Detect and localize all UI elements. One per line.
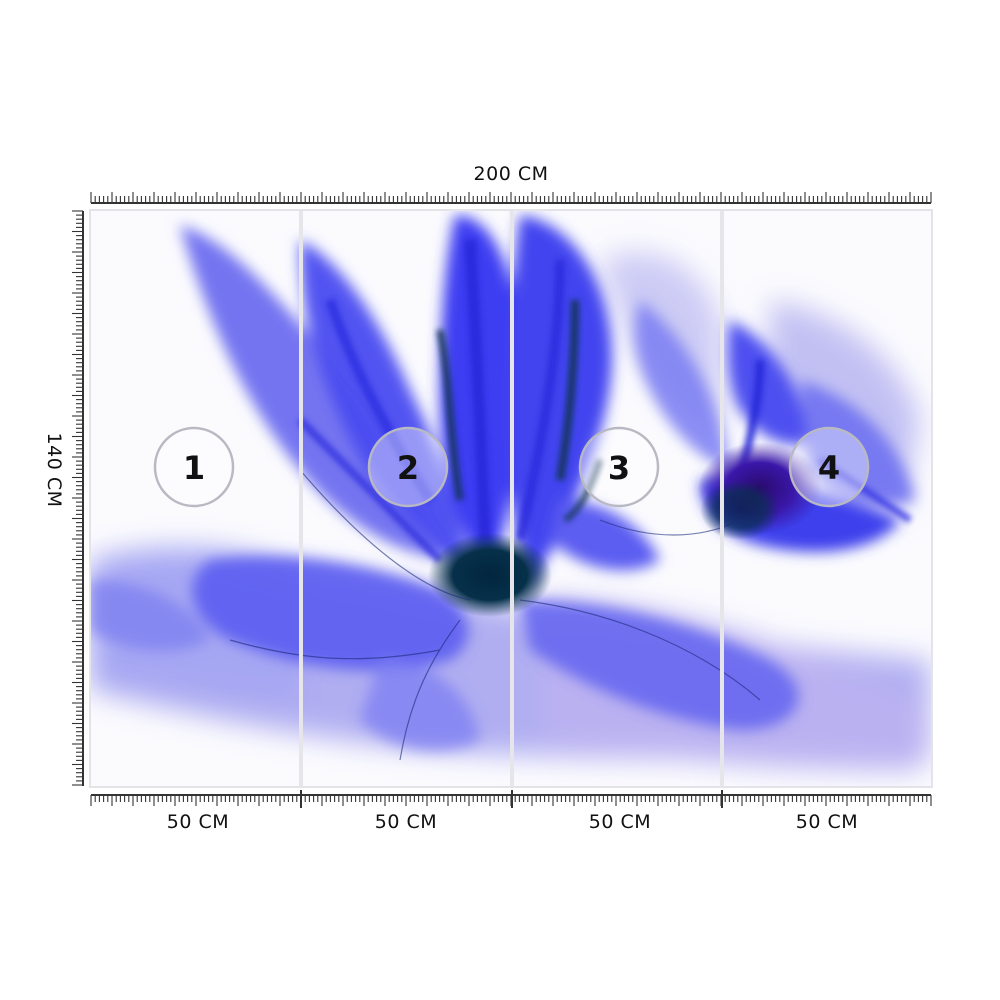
artwork-frame bbox=[89, 209, 933, 788]
panel-2-width-label: 50 CM bbox=[374, 811, 438, 833]
bottom-ruler bbox=[90, 790, 932, 808]
panel-badge-2: 2 bbox=[367, 426, 449, 508]
total-width-label: 200 CM bbox=[473, 163, 549, 185]
panel-1-width-label: 50 CM bbox=[166, 811, 230, 833]
panel-badge-3: 3 bbox=[578, 426, 660, 508]
panel-number-2: 2 bbox=[397, 449, 419, 487]
top-ruler bbox=[90, 192, 932, 204]
panel-number-1: 1 bbox=[183, 449, 205, 487]
panel-badge-1: 1 bbox=[153, 426, 235, 508]
left-ruler bbox=[72, 210, 84, 786]
panel-seams bbox=[299, 210, 724, 787]
panel-3-width-label: 50 CM bbox=[588, 811, 652, 833]
panel-number-4: 4 bbox=[818, 449, 840, 487]
panel-4-width-label: 50 CM bbox=[795, 811, 859, 833]
panel-number-3: 3 bbox=[608, 449, 630, 487]
panel-badge-4: 4 bbox=[788, 426, 870, 508]
